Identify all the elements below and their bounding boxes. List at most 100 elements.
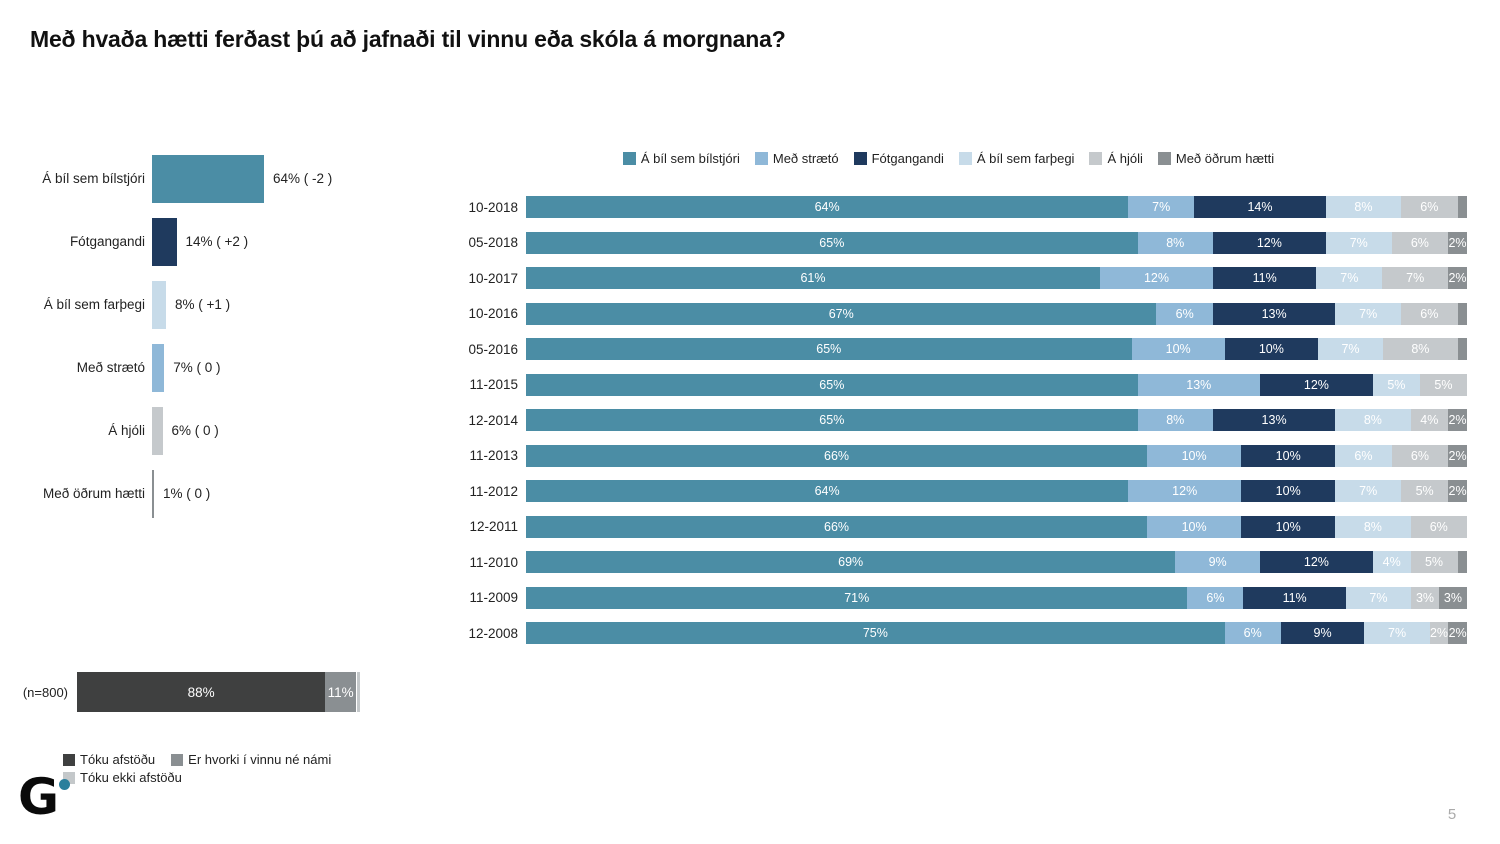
summary-row: Á bíl sem bílstjóri 64% ( -2 ) bbox=[30, 147, 332, 210]
bar-segment: 7% bbox=[1335, 302, 1402, 325]
bar-track: 75% 6% 9% 7% 2% 2% bbox=[526, 622, 1467, 644]
bar-segment: 6% bbox=[1224, 622, 1281, 644]
bar-segment: 2% bbox=[1448, 267, 1467, 289]
bar-segment: 7% bbox=[1128, 196, 1195, 218]
bar-track: 66% 10% 10% 8% 6% bbox=[526, 515, 1467, 538]
page-title: Með hvaða hætti ferðast þú að jafnaði ti… bbox=[30, 26, 786, 52]
legend-label: Á hjóli bbox=[1107, 151, 1143, 166]
legend-label: Tóku ekki afstöðu bbox=[80, 770, 182, 785]
bar-track: 65% 13% 12% 5% 5% bbox=[526, 373, 1467, 396]
date-label: 10-2018 bbox=[468, 199, 518, 215]
bar-segment: 2% bbox=[1429, 622, 1449, 644]
date-label: 12-2011 bbox=[469, 519, 518, 534]
summary-row: Á hjóli 6% ( 0 ) bbox=[30, 399, 332, 462]
sample-size-label: (n=800) bbox=[22, 684, 68, 700]
category-label: Fótgangandi bbox=[69, 234, 145, 249]
trend-row: 10-2016 67% 6% 13% 7% 6% bbox=[430, 302, 1467, 325]
bar-segment: 67% bbox=[526, 302, 1157, 325]
legend-item: Með strætó bbox=[754, 151, 839, 166]
trend-row: 11-2013 66% 10% 10% 6% 6% 2% bbox=[430, 444, 1467, 467]
date-label: 05-2018 bbox=[468, 235, 518, 250]
legend-label: Á bíl sem bílstjóri bbox=[640, 151, 740, 166]
bar-segment: 2% bbox=[1448, 480, 1467, 502]
response-segment bbox=[356, 672, 360, 712]
summary-row: Með öðrum hætti 1% ( 0 ) bbox=[30, 462, 332, 525]
bar-segment: 8% bbox=[1137, 231, 1213, 254]
response-rate-chart: (n=800) 88% 11% bbox=[10, 672, 360, 712]
legend-label: Með strætó bbox=[772, 151, 839, 166]
bar-segment: 12% bbox=[1100, 267, 1213, 289]
bar-segment: 6% bbox=[1401, 196, 1458, 218]
bar-segment: 7% bbox=[1317, 338, 1384, 360]
bar-segment: 14% bbox=[1194, 196, 1326, 218]
bar-segment: 13% bbox=[1212, 302, 1336, 325]
legend-item: Tóku afstöðu bbox=[63, 752, 155, 767]
legend-item: Fótgangandi bbox=[853, 151, 944, 166]
bar-segment: 11% bbox=[1212, 267, 1317, 289]
bar-segment: 6% bbox=[1156, 302, 1213, 325]
legend-item: Með öðrum hætti bbox=[1157, 151, 1274, 166]
legend-swatch-icon bbox=[63, 753, 75, 766]
bar-segment: 2% bbox=[1448, 409, 1467, 431]
bar-segment: 10% bbox=[1241, 515, 1336, 538]
date-label: 12-2008 bbox=[468, 625, 518, 641]
summary-row: Fótgangandi 14% ( +2 ) bbox=[30, 210, 332, 273]
bar-segment: 6% bbox=[1187, 586, 1244, 609]
bar-segment: 11% bbox=[1243, 586, 1346, 609]
category-label: Með öðrum hætti bbox=[42, 486, 145, 501]
bar-segment: 6% bbox=[1335, 444, 1392, 467]
response-legend-line: Tóku afstöðu Er hvorki í vinnu né námi bbox=[63, 752, 331, 767]
bar-segment: 12% bbox=[1259, 551, 1373, 573]
response-bar-track: 88% 11% bbox=[77, 672, 360, 712]
bar-segment: 5% bbox=[1410, 551, 1458, 573]
bar-segment: 8% bbox=[1325, 196, 1402, 218]
response-rate-row: (n=800) 88% 11% bbox=[10, 672, 360, 712]
bar-segment: 10% bbox=[1241, 480, 1336, 502]
value-label: 14% ( +2 ) bbox=[185, 234, 249, 249]
bar-segment: 65% bbox=[526, 338, 1132, 360]
response-segment: 88% bbox=[77, 672, 326, 712]
bar-segment bbox=[1457, 196, 1467, 218]
trend-row: 05-2016 65% 10% 10% 7% 8% bbox=[430, 338, 1467, 360]
bar-segment: 4% bbox=[1372, 551, 1411, 573]
bar-segment: 4% bbox=[1410, 409, 1449, 431]
bar-segment: 75% bbox=[526, 622, 1225, 644]
bar-segment: 66% bbox=[526, 515, 1148, 538]
bar-segment bbox=[1457, 302, 1467, 325]
bar-track: 67% 6% 13% 7% 6% bbox=[526, 302, 1467, 325]
bar-segment: 7% bbox=[1335, 480, 1402, 502]
date-label: 11-2010 bbox=[469, 554, 518, 570]
summary-bar bbox=[152, 406, 163, 455]
bar-segment: 7% bbox=[1325, 231, 1392, 254]
bar-track: 61% 12% 11% 7% 7% 2% bbox=[526, 267, 1467, 289]
legend-label: Tóku afstöðu bbox=[80, 752, 156, 767]
date-label: 12-2014 bbox=[468, 412, 518, 428]
summary-row: Á bíl sem farþegi 8% ( +1 ) bbox=[30, 273, 332, 336]
bar-segment: 8% bbox=[1335, 515, 1411, 538]
bar-track: 65% 10% 10% 7% 8% bbox=[526, 338, 1467, 360]
bar-track: 71% 6% 11% 7% 3% 3% bbox=[526, 586, 1467, 609]
bar-segment bbox=[1457, 338, 1467, 360]
bar-segment: 66% bbox=[526, 444, 1148, 467]
legend-label: Er hvorki í vinnu né námi bbox=[188, 752, 332, 767]
bar-segment: 12% bbox=[1128, 480, 1242, 502]
bar-segment bbox=[1457, 551, 1467, 573]
category-label: Með strætó bbox=[76, 360, 145, 375]
bar-track: 66% 10% 10% 6% 6% 2% bbox=[526, 444, 1467, 467]
legend-swatch-icon bbox=[1157, 152, 1171, 165]
date-label: 11-2015 bbox=[469, 377, 518, 392]
bar-segment: 9% bbox=[1175, 551, 1260, 573]
date-label: 11-2013 bbox=[469, 448, 518, 463]
trend-row: 11-2010 69% 9% 12% 4% 5% bbox=[430, 551, 1467, 573]
legend-item: Á bíl sem bílstjóri bbox=[622, 151, 740, 166]
trend-row: 11-2015 65% 13% 12% 5% 5% bbox=[430, 373, 1467, 396]
bar-segment: 69% bbox=[526, 551, 1176, 573]
category-label: Á hjóli bbox=[108, 423, 145, 438]
bar-segment: 5% bbox=[1401, 480, 1449, 502]
summary-bar bbox=[152, 343, 165, 392]
date-label: 11-2012 bbox=[469, 483, 518, 499]
legend-item: Er hvorki í vinnu né námi bbox=[171, 752, 331, 767]
legend-label: Fótgangandi bbox=[871, 151, 944, 166]
legend-swatch-icon bbox=[1089, 152, 1103, 165]
